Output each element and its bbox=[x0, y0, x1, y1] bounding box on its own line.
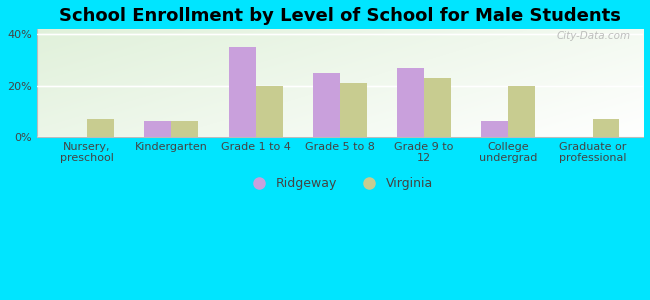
Bar bbox=[229, 47, 255, 137]
Text: City-Data.com: City-Data.com bbox=[557, 32, 631, 41]
Bar bbox=[172, 122, 198, 137]
Bar bbox=[313, 73, 340, 137]
Bar bbox=[87, 119, 114, 137]
Bar bbox=[397, 68, 424, 137]
Bar bbox=[424, 78, 451, 137]
Bar bbox=[593, 119, 619, 137]
Bar bbox=[144, 122, 172, 137]
Bar bbox=[255, 85, 283, 137]
Bar bbox=[508, 85, 535, 137]
Legend: Ridgeway, Virginia: Ridgeway, Virginia bbox=[241, 172, 439, 195]
Title: School Enrollment by Level of School for Male Students: School Enrollment by Level of School for… bbox=[59, 7, 621, 25]
Bar bbox=[481, 122, 508, 137]
Bar bbox=[340, 83, 367, 137]
